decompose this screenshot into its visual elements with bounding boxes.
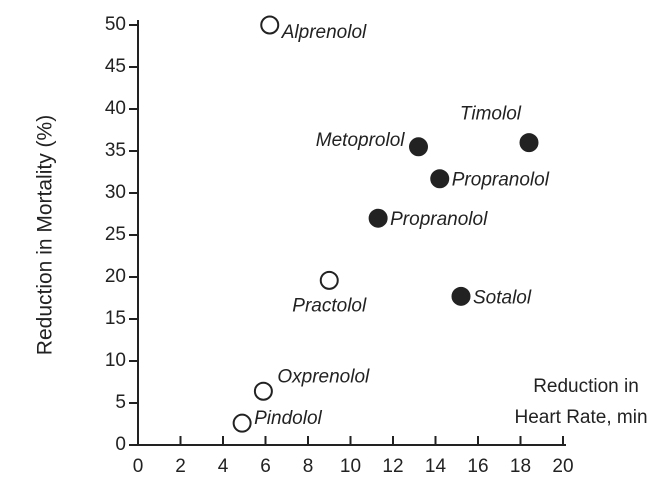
point-label: Alprenolol	[281, 22, 367, 43]
y-axis-label: Reduction in Mortality (%)	[34, 115, 57, 355]
y-tick-label: 30	[105, 182, 126, 203]
point	[253, 381, 273, 401]
y-tick-label: 35	[105, 140, 126, 161]
point	[368, 208, 388, 228]
y-tick-label: 45	[105, 56, 126, 77]
point-label: Pindolol	[254, 408, 322, 429]
x-tick-label: 4	[218, 456, 229, 477]
x-tick-label: 18	[510, 456, 531, 477]
x-tick-label: 10	[340, 456, 361, 477]
y-tick-label: 40	[105, 98, 126, 119]
point-label: Oxprenolol	[277, 366, 370, 387]
point-label: Timolol	[460, 104, 522, 125]
x-axis-label: Reduction in	[533, 376, 639, 397]
y-tick-label: 50	[105, 14, 126, 35]
point	[409, 137, 428, 157]
x-tick-label: 14	[425, 456, 447, 477]
point	[260, 15, 280, 35]
x-tick-label: 0	[133, 456, 144, 477]
point-label: Propranolol	[452, 170, 550, 191]
x-tick-label: 16	[467, 456, 488, 477]
y-tick-label: 15	[105, 308, 126, 329]
x-tick-label: 12	[382, 456, 403, 477]
y-tick-label: 20	[105, 266, 126, 287]
point	[451, 286, 471, 306]
x-tick-label: 20	[552, 456, 573, 477]
point	[232, 413, 252, 433]
point	[519, 133, 539, 153]
point	[319, 270, 339, 290]
point-label: Propranolol	[390, 209, 488, 230]
x-tick-label: 6	[260, 456, 271, 477]
x-tick-label: 8	[303, 456, 314, 477]
point-label: Practolol	[292, 295, 367, 316]
x-tick-label: 2	[175, 456, 186, 477]
point-label: Sotalol	[473, 287, 532, 308]
y-tick-label: 10	[105, 350, 126, 371]
point	[430, 169, 450, 189]
y-tick-label: 25	[105, 224, 126, 245]
y-tick-label: 0	[115, 434, 126, 455]
point-label: Metoprolol	[316, 130, 405, 151]
x-axis-label: Heart Rate, min	[514, 407, 647, 428]
y-tick-label: 5	[115, 392, 126, 413]
